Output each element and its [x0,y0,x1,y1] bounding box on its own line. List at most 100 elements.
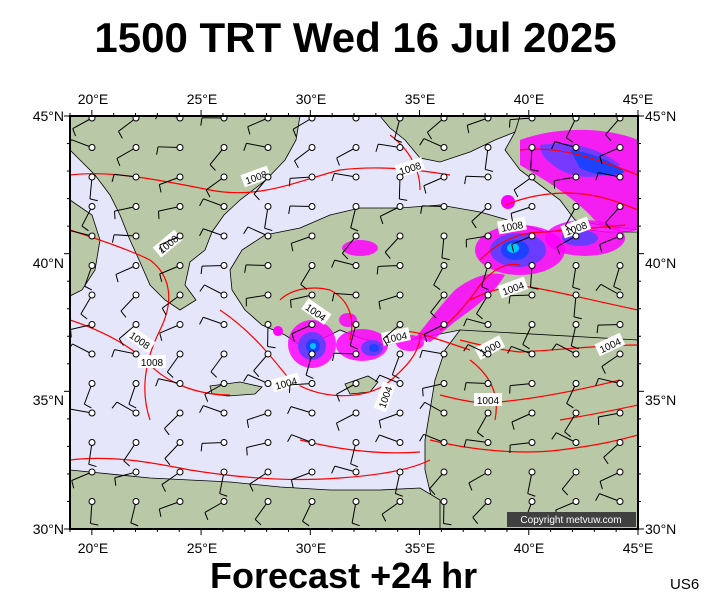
station-circle [88,409,96,417]
wind-barb-shaft [72,117,93,130]
wind-barb-shaft [334,259,357,266]
wind-barb-shaft [471,206,489,222]
wind-barb-flag [384,251,391,259]
wind-barb-shaft [484,147,489,170]
wind-barb-shaft [83,383,93,405]
wind-barb-shaft [572,265,577,288]
station-circle [396,262,404,269]
isobar-label: 1008 [500,220,524,235]
station-circle [220,116,228,122]
wind-barb-shaft [394,471,401,494]
wind-barb-shaft [291,235,313,244]
station-circle [308,232,316,240]
wind-barb-shaft [246,142,269,148]
wind-barb-shaft [334,292,357,296]
wind-barb-flag [84,403,92,409]
wind-barb-shaft [247,117,269,128]
wind-barb-flag [595,283,602,291]
wind-barb-shaft [290,176,313,179]
wind-barb-flag [332,352,335,362]
lat-tick-label: 40°N [33,255,64,271]
lon-tick-label: 30°E [296,540,327,556]
wind-barb-flag [395,493,404,497]
wind-barb-flag [253,370,260,378]
station-circle [572,380,580,387]
wind-barb-flag [204,512,209,521]
station-circle [88,144,96,151]
wind-barb-shaft [70,324,93,331]
station-circle [220,173,228,181]
wind-barb-flag [267,346,276,349]
wind-barb-shaft [600,283,621,296]
wind-barb-shaft [289,205,313,207]
wind-barb-shaft [336,412,357,424]
wind-barb-flag [605,134,612,141]
wind-barb-shaft [159,176,181,186]
wind-barb-flag [72,128,77,137]
wind-barb-flag [305,374,314,379]
lon-tick-label: 35°E [405,540,436,556]
wind-barb-flag [288,178,291,187]
station-circle [572,291,580,299]
station-circle [352,262,360,269]
station-circle [132,409,140,417]
wind-barb-flag [90,522,99,526]
wind-barb-flag [331,293,335,302]
wind-barb-flag [246,447,248,456]
station-circle [352,468,360,476]
wind-barb-flag [158,184,162,193]
station-circle [616,291,624,299]
wind-barb-flag [158,508,162,517]
station-circle [220,203,228,210]
station-circle [308,350,316,358]
wind-barb-shaft [120,294,137,312]
wind-barb-shaft [379,434,401,443]
wind-barb-shaft [554,176,577,182]
station-circle [220,498,228,505]
wind-barb-flag [128,403,137,409]
wind-barb-flag [561,488,569,496]
wind-barb-shaft [573,294,577,317]
station-circle [440,291,448,299]
wind-barb-flag [290,479,294,488]
wind-barb-shaft [465,175,489,178]
lon-tick-label: 20°E [78,91,109,107]
wind-barb-flag [111,401,118,409]
wind-barb-shaft [510,117,533,121]
station-circle [616,262,624,269]
wind-barb-flag [111,349,115,358]
wind-barb-flag [157,211,160,220]
lon-tick-label: 40°E [514,91,545,107]
wind-barb-flag [264,227,273,232]
wind-barb-shaft [556,235,577,248]
station-circle [220,232,228,240]
wind-barb-shaft [115,265,137,275]
wind-barb-shaft [161,471,181,485]
station-circle [220,439,228,446]
station-circle [572,439,580,446]
wind-barb-flag [161,307,167,316]
station-circle [176,116,184,122]
wind-barb-flag [556,246,561,255]
station-circle [132,173,140,181]
wind-barb-flag [84,285,93,291]
lon-tick-label: 40°E [514,540,545,556]
wind-barb-shaft [382,324,401,340]
wind-barb-flag [423,334,428,343]
wind-barb-flag [476,313,483,320]
wind-barb-shaft [468,471,489,484]
wind-barb-shaft [423,138,445,148]
wind-barb-shaft [203,405,225,414]
station-circle [264,321,272,328]
wind-barb-shaft [114,349,137,355]
wind-barb-shaft [511,345,533,355]
station-circle [308,468,316,476]
station-circle [396,409,404,417]
wind-barb-flag [527,493,536,497]
wind-barb-shaft [290,383,313,386]
wind-barb-shaft [423,176,445,187]
station-circle [352,116,360,122]
wind-barb-shaft [554,141,577,148]
station-circle [352,291,360,299]
wind-barb-flag [199,405,204,413]
